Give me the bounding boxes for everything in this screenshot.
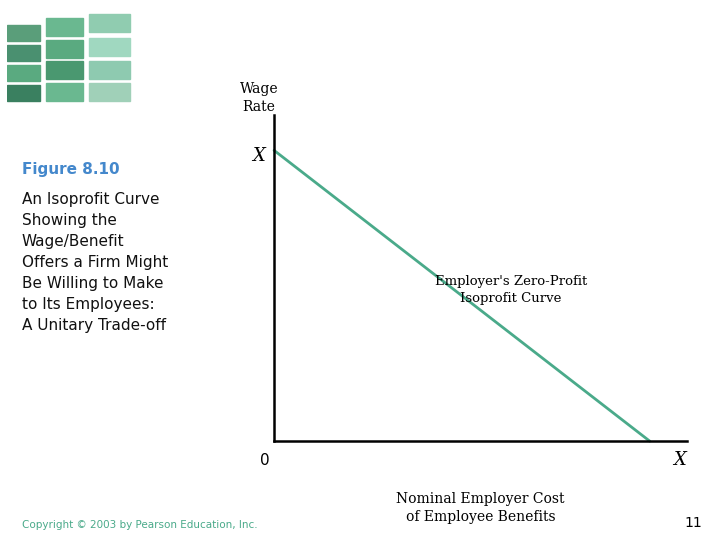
Bar xyxy=(7,25,40,42)
Text: X: X xyxy=(253,147,266,165)
Bar xyxy=(89,15,130,32)
Text: Wage
Rate: Wage Rate xyxy=(240,83,279,114)
Bar xyxy=(7,45,40,61)
Bar xyxy=(7,85,40,101)
Bar xyxy=(46,18,83,36)
Bar xyxy=(89,38,130,56)
Text: X: X xyxy=(673,451,686,469)
Text: Nominal Employer Cost
of Employee Benefits: Nominal Employer Cost of Employee Benefi… xyxy=(397,492,565,524)
Bar xyxy=(46,39,83,58)
Text: Figure 8.10: Figure 8.10 xyxy=(22,162,120,177)
Bar xyxy=(46,61,83,79)
Text: An Isoprofit Curve
Showing the
Wage/Benefit
Offers a Firm Might
Be Willing to Ma: An Isoprofit Curve Showing the Wage/Bene… xyxy=(22,192,168,333)
Bar xyxy=(7,65,40,81)
Text: 0: 0 xyxy=(260,453,269,468)
Text: Copyright © 2003 by Pearson Education, Inc.: Copyright © 2003 by Pearson Education, I… xyxy=(22,520,257,530)
Text: Employer's Zero-Profit
Isoprofit Curve: Employer's Zero-Profit Isoprofit Curve xyxy=(435,275,587,305)
Bar xyxy=(89,83,130,101)
Bar xyxy=(46,83,83,101)
Bar xyxy=(89,61,130,79)
Text: 11: 11 xyxy=(684,516,702,530)
